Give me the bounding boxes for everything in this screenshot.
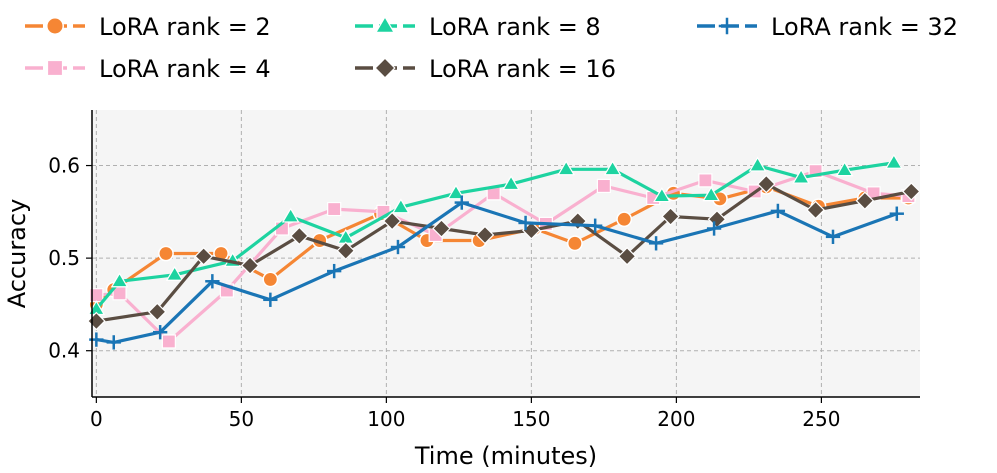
data-point <box>382 211 402 231</box>
x-tick-label: 150 <box>512 407 550 431</box>
data-point <box>806 200 825 220</box>
legend-marker <box>374 57 396 79</box>
data-point <box>889 206 904 221</box>
data-point <box>617 246 637 266</box>
legend-label: LoRA rank = 32 <box>771 13 958 41</box>
data-point <box>153 325 168 340</box>
data-point <box>653 187 671 203</box>
data-point <box>706 221 722 236</box>
data-point <box>290 226 309 246</box>
data-point <box>698 173 713 188</box>
legend-entry: LoRA rank = 32 <box>697 13 958 41</box>
legend-entry: LoRA rank = 16 <box>355 55 616 83</box>
data-point <box>327 201 342 217</box>
data-point <box>336 241 356 261</box>
data-point <box>756 174 776 194</box>
legend-label: LoRA rank = 2 <box>99 13 271 41</box>
data-point <box>454 195 469 210</box>
series-layer <box>87 153 921 350</box>
data-point <box>390 239 406 255</box>
data-point <box>702 186 721 202</box>
legend-label: LoRA rank = 16 <box>429 55 616 83</box>
data-point <box>557 160 576 176</box>
data-point <box>502 175 520 191</box>
x-tick-label: 50 <box>229 407 254 431</box>
legend-marker <box>46 17 64 35</box>
data-point <box>281 207 300 223</box>
data-point <box>603 160 622 176</box>
plot-background <box>92 110 920 397</box>
data-point <box>885 153 903 169</box>
y-tick-label: 0.5 <box>48 246 80 270</box>
legend-entry: LoRA rank = 2 <box>25 13 271 41</box>
data-point <box>432 219 451 238</box>
data-point <box>835 161 854 177</box>
data-point <box>770 203 786 219</box>
data-point <box>110 272 129 288</box>
data-point <box>825 229 841 244</box>
data-point <box>106 335 121 350</box>
x-tick-label: 100 <box>367 407 405 431</box>
axes <box>91 110 920 398</box>
data-point <box>161 334 176 349</box>
series-4 <box>87 174 921 331</box>
legend-entry: LoRA rank = 4 <box>25 55 271 83</box>
data-point <box>263 292 278 307</box>
data-point <box>616 211 633 228</box>
data-point <box>158 245 174 262</box>
x-axis-title: Time (minutes) <box>414 442 597 470</box>
data-point <box>748 156 767 172</box>
data-point <box>165 265 184 281</box>
legend-label: LoRA rank = 4 <box>99 55 271 83</box>
data-point <box>147 302 167 322</box>
data-point <box>648 236 664 251</box>
data-point <box>194 246 213 266</box>
data-point <box>792 168 810 184</box>
y-axis-title: Accuracy <box>3 199 31 309</box>
legend-marker <box>718 17 736 35</box>
data-point <box>568 211 588 231</box>
data-point <box>596 178 611 194</box>
series-3 <box>87 153 903 316</box>
data-point <box>475 225 495 245</box>
data-point <box>855 191 875 211</box>
legend-marker <box>374 15 396 33</box>
y-tick-label: 0.6 <box>48 154 80 178</box>
x-tick-label: 0 <box>90 407 103 431</box>
data-point <box>262 271 279 288</box>
y-tick-label: 0.4 <box>48 339 80 363</box>
data-point <box>392 198 410 214</box>
legend: LoRA rank = 2 LoRA rank = 4 LoRA rank = 8 L… <box>25 13 958 83</box>
series-2 <box>89 164 916 349</box>
data-point <box>205 274 220 289</box>
legend-label: LoRA rank = 8 <box>429 13 601 41</box>
legend-marker <box>46 59 64 77</box>
data-point <box>661 207 680 226</box>
ticks: 0 50 100 150 200 250 0.4 0.5 0.6 <box>48 154 840 431</box>
data-point <box>327 263 342 279</box>
data-point <box>447 184 465 200</box>
x-tick-label: 200 <box>657 407 695 431</box>
data-point <box>588 218 603 233</box>
data-point <box>518 215 533 231</box>
data-point <box>902 182 921 201</box>
data-point <box>240 256 260 275</box>
data-point <box>566 235 583 252</box>
x-tick-label: 250 <box>802 407 840 431</box>
legend-entry: LoRA rank = 8 <box>355 13 601 41</box>
grid-lines <box>92 110 920 397</box>
